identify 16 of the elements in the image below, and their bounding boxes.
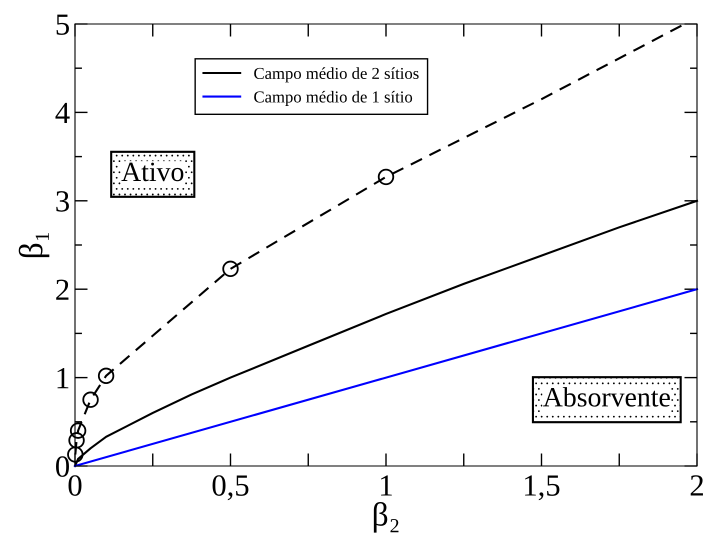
legend-label: Campo médio de 2 sítios <box>254 67 419 82</box>
x-tick-label: 1 <box>381 475 392 496</box>
annotation: Absorvente <box>543 387 670 407</box>
y-tick-label: 1 <box>58 368 68 388</box>
x-tick-label: 1,5 <box>525 475 560 500</box>
y-tick-label: 5 <box>56 14 69 35</box>
y-tick-label: 0 <box>56 456 69 477</box>
y-tick-label: 2 <box>56 280 68 300</box>
annotation: Ativo <box>121 162 184 182</box>
x-tick-label: 2 <box>690 475 703 496</box>
y-tick-label: 3 <box>56 191 69 212</box>
legend-label: Campo médio de 1 sítio <box>254 90 412 106</box>
x-axis-title: β₂ <box>374 502 398 533</box>
y-axis-title: β₁ <box>18 233 50 258</box>
x-tick-label: 0,5 <box>212 475 248 500</box>
y-tick-label: 4 <box>55 102 70 123</box>
